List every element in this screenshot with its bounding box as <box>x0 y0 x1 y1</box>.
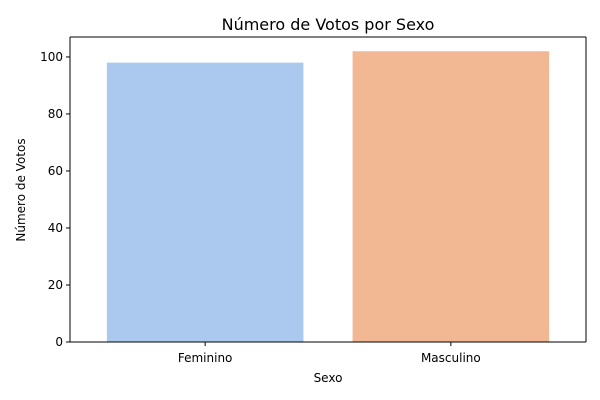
y-axis-ticks: 0 20 40 60 80 100 <box>40 50 70 349</box>
y-tick-label: 100 <box>40 50 63 64</box>
y-tick-label: 60 <box>48 164 63 178</box>
x-tick-label: Feminino <box>178 351 233 365</box>
bars-group <box>106 51 550 343</box>
bar-feminino <box>106 62 304 342</box>
y-tick-label: 0 <box>55 335 63 349</box>
y-tick-label: 20 <box>48 278 63 292</box>
y-tick-label: 40 <box>48 221 63 235</box>
bar-masculino <box>352 51 550 343</box>
y-tick-label: 80 <box>48 107 63 121</box>
x-tick-label: Masculino <box>421 351 481 365</box>
y-axis-label: Número de Votos <box>14 138 28 241</box>
x-axis-label: Sexo <box>314 371 343 385</box>
chart-title: Número de Votos por Sexo <box>222 15 435 34</box>
x-axis-ticks: Feminino Masculino <box>178 342 481 365</box>
